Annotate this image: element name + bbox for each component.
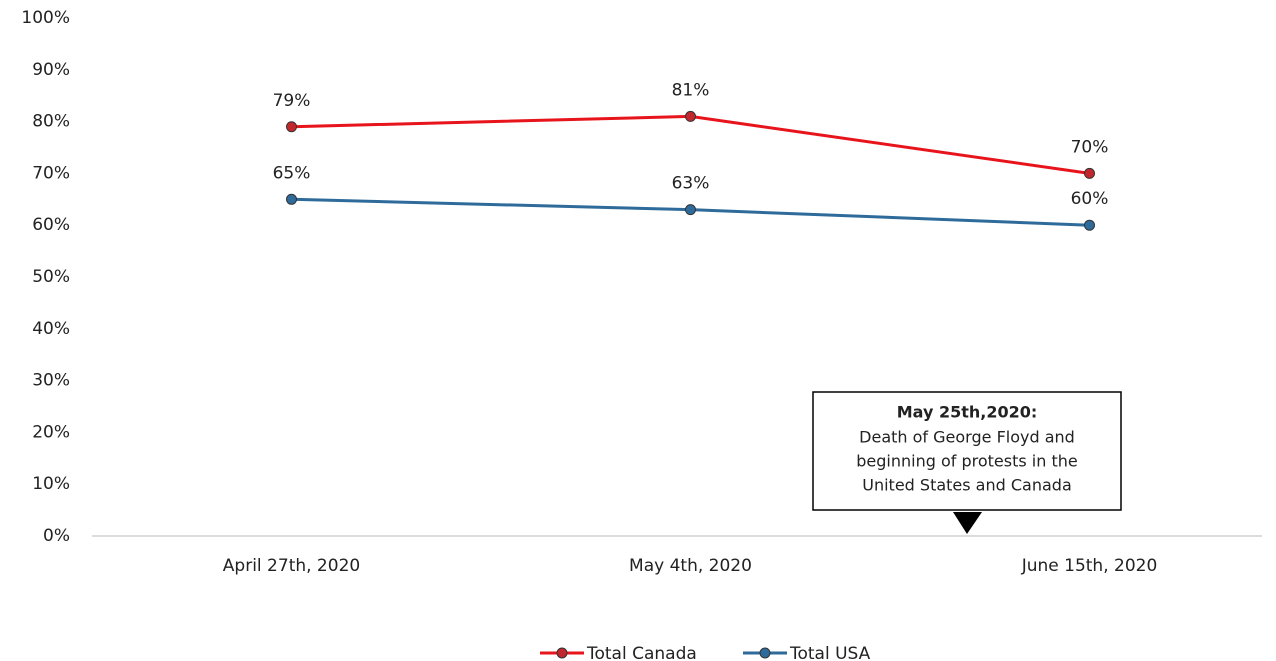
- y-tick-label: 70%: [32, 163, 70, 183]
- series-line: [291, 114, 1090, 175]
- annotation-box: [812, 391, 1122, 511]
- annotation-title: May 25th,2020:: [897, 403, 1038, 422]
- x-tick-label: May 4th, 2020: [629, 556, 752, 576]
- y-tick-label: 40%: [32, 319, 70, 339]
- y-tick-label: 0%: [43, 526, 70, 546]
- legend-label: Total Canada: [586, 644, 697, 661]
- annotation-line: beginning of protests in the: [856, 452, 1077, 471]
- data-label: 60%: [1071, 189, 1109, 209]
- y-tick-label: 90%: [32, 60, 70, 80]
- data-point: [1084, 167, 1095, 179]
- legend-marker: [759, 647, 771, 659]
- data-label: 70%: [1071, 137, 1109, 157]
- x-tick-label: June 15th, 2020: [1021, 556, 1158, 576]
- y-tick-label: 60%: [32, 215, 70, 235]
- y-tick-label: 100%: [21, 8, 70, 28]
- data-label: 79%: [273, 91, 311, 111]
- annotation-line: Death of George Floyd and: [859, 428, 1075, 447]
- data-point: [286, 193, 297, 205]
- legend-label: Total USA: [789, 644, 871, 661]
- data-point: [1084, 219, 1095, 231]
- annotation-line: United States and Canada: [862, 476, 1072, 495]
- y-tick-label: 10%: [32, 474, 70, 494]
- y-tick-label: 80%: [32, 112, 70, 132]
- y-tick-label: 30%: [32, 371, 70, 391]
- annotation-pointer: [953, 512, 982, 534]
- legend-marker: [556, 647, 568, 659]
- data-point: [685, 204, 696, 216]
- data-point: [286, 121, 297, 133]
- data-label: 63%: [672, 174, 710, 194]
- data-point: [685, 110, 696, 122]
- y-tick-label: 50%: [32, 267, 70, 287]
- data-label: 65%: [273, 163, 311, 183]
- x-tick-label: April 27th, 2020: [223, 556, 360, 576]
- data-label: 81%: [672, 80, 710, 100]
- y-tick-label: 20%: [32, 422, 70, 442]
